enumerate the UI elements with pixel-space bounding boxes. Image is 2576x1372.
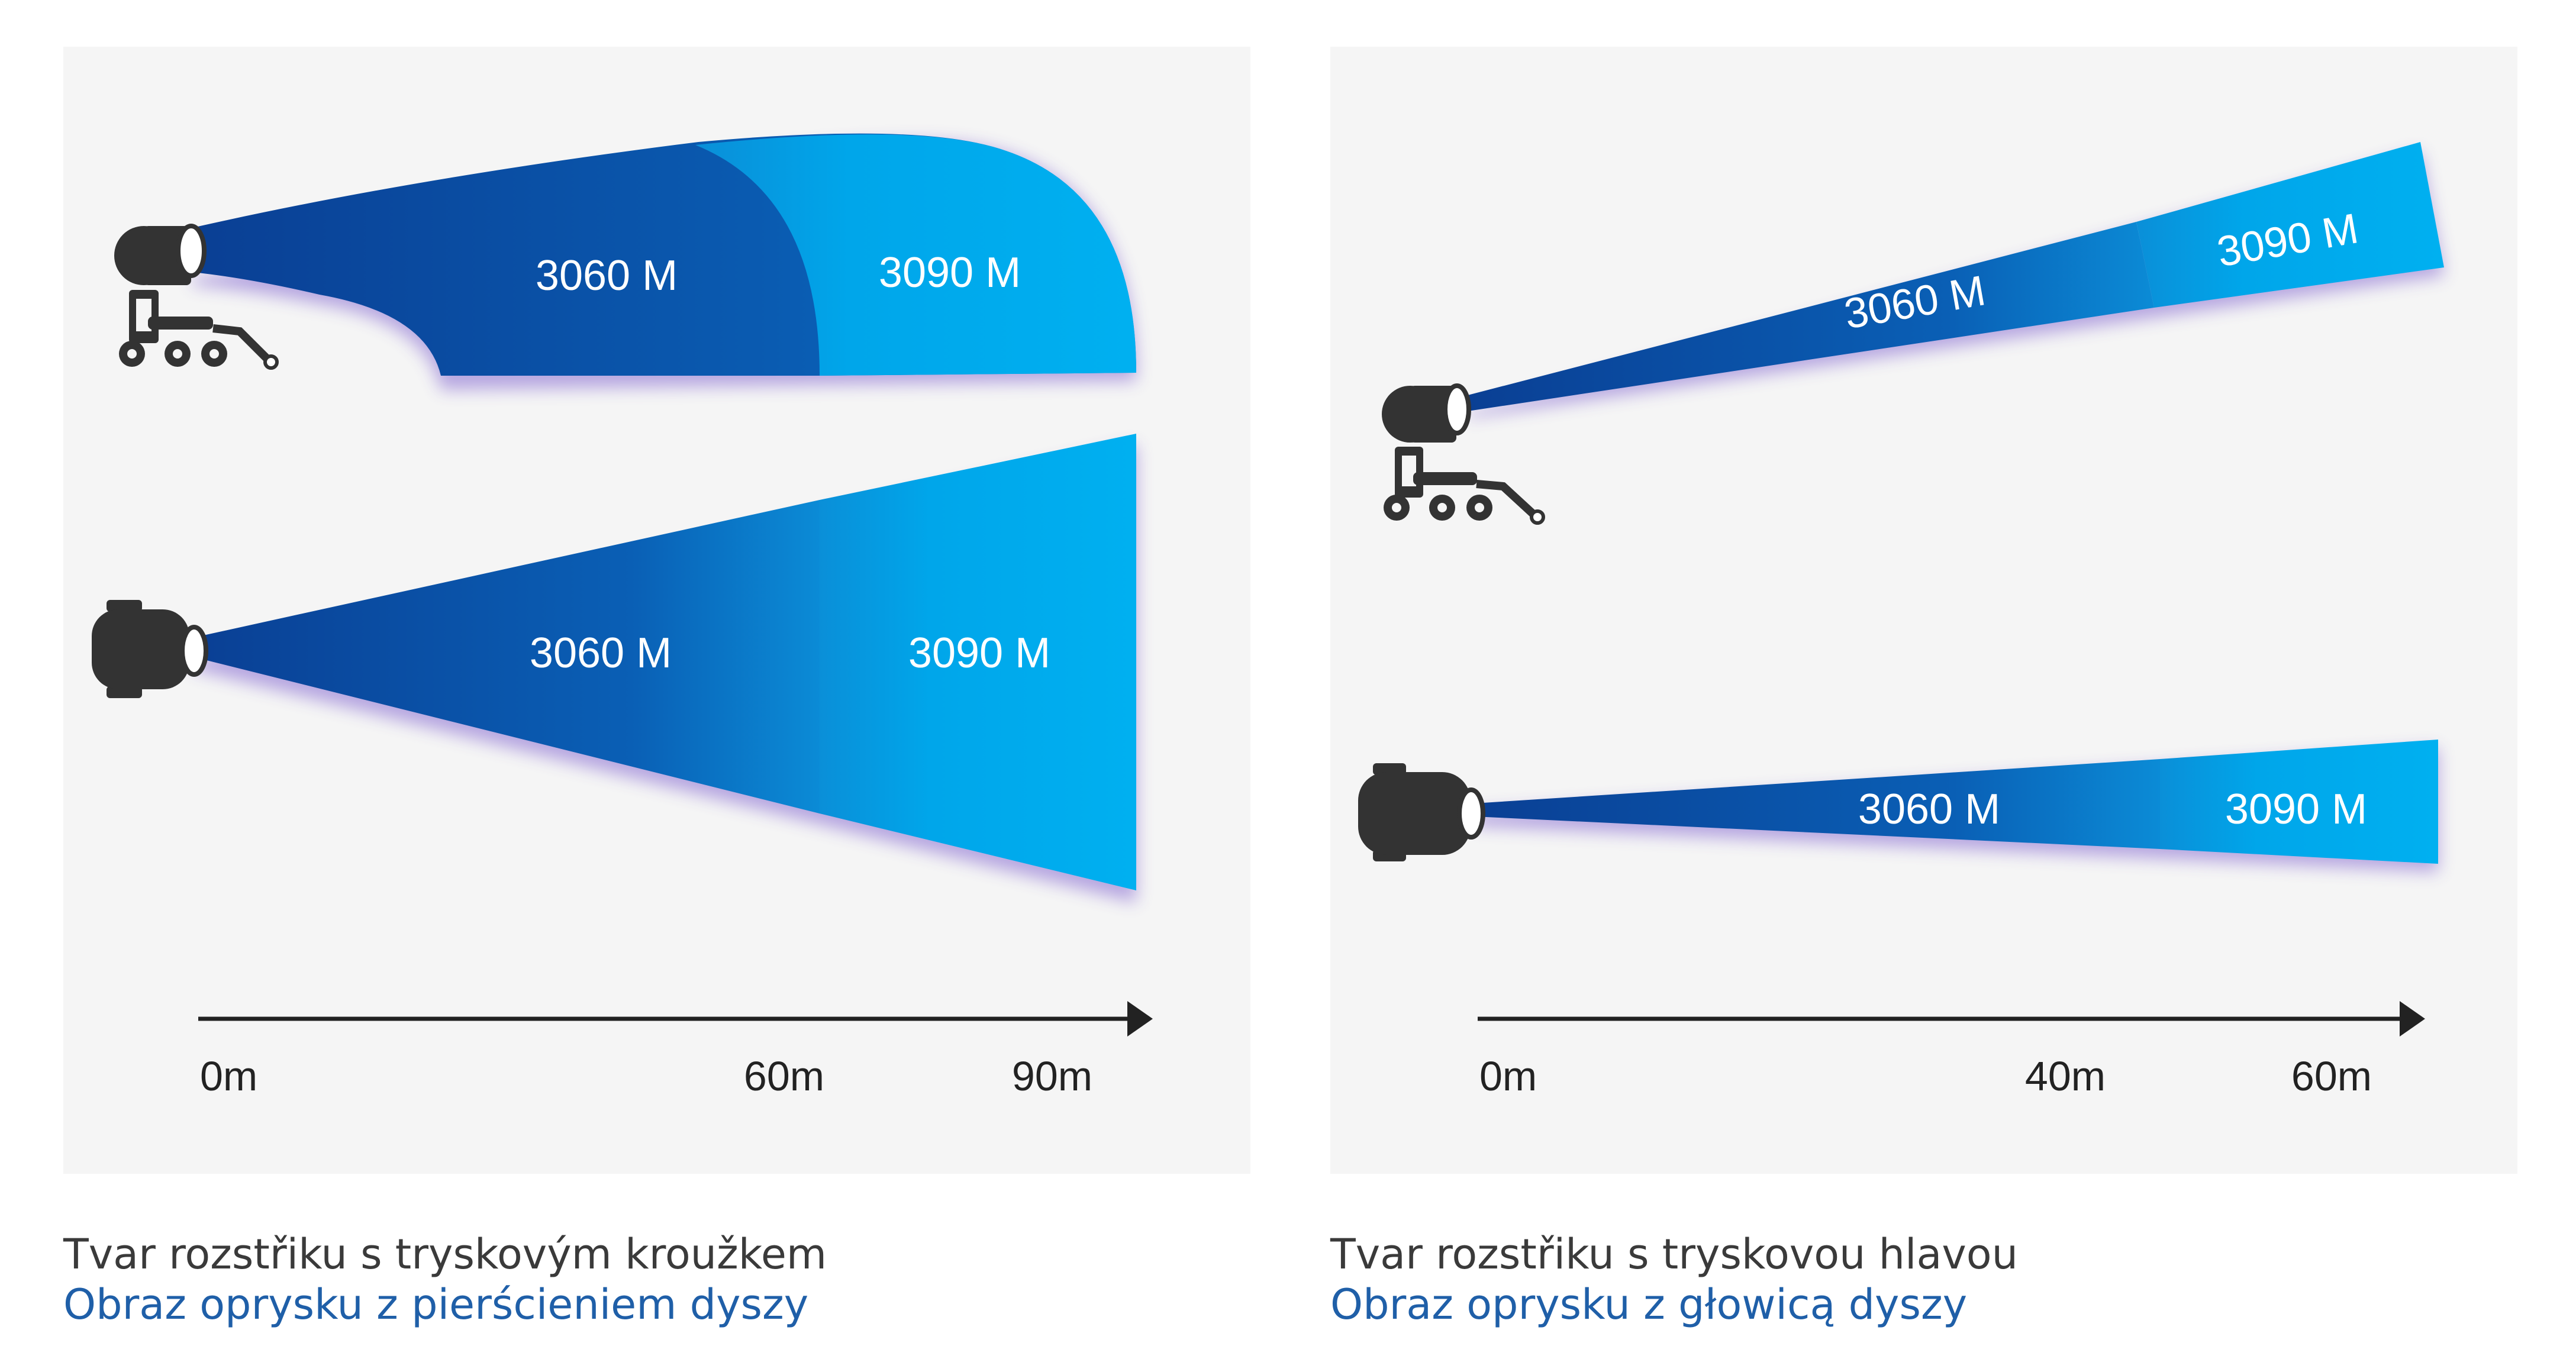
right-top-spray bbox=[1468, 142, 2444, 418]
right-tick-60: 60m bbox=[2291, 1053, 2372, 1099]
snow-cannon-with-chassis-icon bbox=[1382, 383, 1545, 525]
snow-cannon-icon bbox=[92, 600, 208, 698]
right-tick-40: 40m bbox=[2025, 1053, 2106, 1099]
right-distance-axis bbox=[1478, 1001, 2425, 1037]
right-bottom-label-3060: 3060 M bbox=[1858, 786, 2000, 833]
left-top-spray bbox=[192, 133, 1136, 390]
right-caption-pl: Obraz oprysku z głowicą dyszy bbox=[1330, 1280, 1968, 1329]
left-bottom-label-3060: 3060 M bbox=[530, 629, 672, 677]
left-tick-0: 0m bbox=[200, 1053, 257, 1099]
left-caption-cz: Tvar rozstřiku s tryskovým kroužkem bbox=[63, 1230, 827, 1279]
left-tick-90: 90m bbox=[1012, 1053, 1092, 1099]
right-caption-cz: Tvar rozstřiku s tryskovou hlavou bbox=[1330, 1230, 2018, 1279]
left-tick-60: 60m bbox=[744, 1053, 824, 1099]
snow-cannon-with-chassis-icon bbox=[114, 224, 279, 370]
left-bottom-label-3090: 3090 M bbox=[908, 629, 1050, 677]
right-bottom-spray bbox=[1474, 740, 2438, 872]
right-bottom-zone2 bbox=[2160, 740, 2438, 864]
right-bottom-zone1 bbox=[1474, 759, 2160, 849]
left-caption-pl: Obraz oprysku z pierścieniem dyszy bbox=[63, 1280, 809, 1329]
right-top-zone2 bbox=[2136, 142, 2444, 308]
left-top-label-3060: 3060 M bbox=[536, 252, 678, 299]
right-bottom-label-3090: 3090 M bbox=[2225, 786, 2367, 833]
left-top-zone2 bbox=[695, 134, 1136, 376]
right-tick-0: 0m bbox=[1479, 1053, 1537, 1099]
snow-cannon-icon bbox=[1358, 763, 1485, 861]
right-top-zone1 bbox=[1468, 222, 2154, 411]
left-bottom-zone2 bbox=[820, 434, 1136, 890]
left-bottom-spray bbox=[192, 434, 1136, 903]
left-bottom-zone1 bbox=[192, 500, 820, 813]
left-distance-axis bbox=[198, 1001, 1153, 1037]
left-top-label-3090: 3090 M bbox=[879, 249, 1021, 296]
